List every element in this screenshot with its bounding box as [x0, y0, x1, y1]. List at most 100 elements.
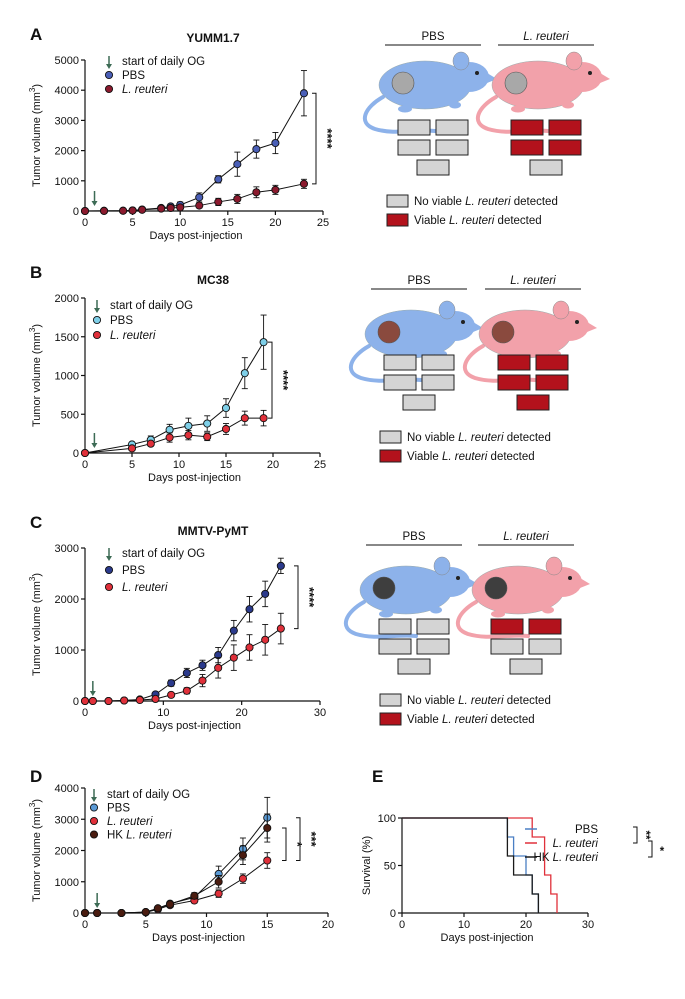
data-point-1 — [88, 696, 97, 706]
legend-start-label: start of daily OG — [107, 789, 190, 801]
legend-text-part: No viable — [407, 695, 458, 707]
mouse-eye — [461, 320, 465, 324]
cage-pbs-box — [378, 638, 412, 655]
legend-arrow-head — [91, 797, 97, 802]
y-tick-label: 2000 — [55, 146, 79, 158]
data-point-0 — [271, 138, 280, 148]
mouse-snout — [468, 578, 478, 588]
significance-bracket-a-label: **** — [320, 128, 335, 149]
legend-marker-1 — [92, 330, 102, 340]
cage-lr-box — [548, 119, 582, 136]
legend-text-part: Viable — [414, 215, 449, 227]
panel-letter-d: D — [30, 767, 42, 786]
data-point-1 — [104, 696, 113, 706]
cage-pbs-box — [397, 119, 431, 136]
cage-pbs-box — [397, 658, 431, 675]
y-tick-label: 50 — [384, 861, 396, 873]
y-tick-label: 4000 — [55, 85, 79, 97]
data-point-1 — [80, 696, 90, 706]
series-line-1 — [85, 860, 268, 914]
legend-marker-1 — [104, 84, 114, 94]
y-axis-label: Tumor volume (mm3) — [28, 324, 43, 427]
y-tick-label: 1000 — [55, 645, 79, 657]
legend-text-no-viable: No viable L. reuteri detected — [414, 196, 558, 208]
y-axis-label: Survival (%) — [361, 836, 373, 895]
data-point-1 — [203, 432, 212, 441]
y-axis-label-superscript: 3 — [28, 327, 37, 332]
legend-label-2: HK L. reuteri — [533, 852, 598, 864]
y-tick-label: 0 — [73, 696, 79, 708]
x-tick-label: 10 — [174, 217, 186, 229]
tumor — [372, 576, 396, 600]
legend-marker-0 — [92, 315, 102, 325]
data-point-0 — [198, 661, 207, 670]
tumor — [491, 320, 515, 344]
x-tick-label: 25 — [314, 459, 326, 471]
mouse-foot — [562, 101, 574, 109]
legend-box-grey — [386, 194, 409, 208]
legend-start-label: start of daily OG — [110, 300, 193, 312]
data-point-1 — [198, 676, 207, 685]
significance-bracket-a — [312, 92, 317, 185]
legend-text-viable: Viable L. reuteri detected — [407, 714, 535, 726]
data-point-1 — [165, 433, 174, 442]
data-point-2 — [93, 908, 102, 918]
legend-label-0: PBS — [122, 70, 145, 82]
data-point-1 — [182, 686, 191, 695]
panel-d: D 0 1000 2000 3000 4000 0 5 10 15 20 Days post-inj… — [28, 767, 334, 944]
tumor — [504, 71, 528, 95]
y-tick-label: 500 — [61, 409, 79, 421]
legend-text-part: Viable — [407, 714, 442, 726]
legend-label-0: PBS — [110, 315, 133, 327]
cage-pbs-box — [416, 618, 450, 635]
cage-pbs-box — [416, 159, 450, 176]
data-point-0 — [165, 425, 174, 434]
legend-label-species: L. reuteri — [553, 852, 599, 864]
data-point-0 — [261, 589, 270, 598]
mouse-ear — [452, 51, 470, 71]
legend-label-hk: HK — [533, 852, 552, 864]
data-point-2 — [238, 851, 247, 860]
mouse-eye — [456, 576, 460, 580]
legend-text-part: detected — [494, 215, 541, 227]
x-tick-label: 20 — [520, 919, 532, 931]
panel-letter-c: C — [30, 513, 42, 532]
data-point-1 — [127, 444, 137, 453]
cage-lr-box — [535, 374, 569, 391]
legend-label-0: PBS — [107, 803, 130, 815]
mouse-pbs — [362, 51, 497, 134]
data-point-0 — [167, 679, 176, 688]
y-axis-label: Tumor volume (mm3) — [28, 799, 43, 902]
mouse-foot — [542, 606, 554, 614]
significance-bracket-e-b-label: * — [660, 846, 665, 858]
x-axis-label: Days post-injection — [152, 932, 245, 944]
legend-text-no-viable: No viable L. reuteri detected — [407, 695, 551, 707]
panel-b-title: MC38 — [197, 273, 229, 287]
chart-b: 0 500 1000 1500 2000 0 5 10 15 20 25 Days post-inje… — [28, 293, 326, 484]
y-axis-label-superscript: 3 — [28, 87, 37, 92]
legend-text-part: detected — [504, 432, 551, 444]
cage-lr-box — [529, 159, 563, 176]
data-point-0 — [229, 626, 238, 635]
y-axis-label: Tumor volume (mm3) — [28, 84, 43, 187]
x-tick-label: 25 — [317, 217, 329, 229]
mouse-snout — [473, 322, 483, 332]
significance-bracket-e-a — [633, 826, 638, 844]
data-point-0 — [203, 419, 212, 428]
panel-c: C MMTV-PyMT 0 1000 2000 3000 0 10 20 30 Days pos… — [28, 513, 326, 732]
data-point-1 — [238, 874, 247, 883]
data-point-1 — [263, 856, 272, 865]
cage-pbs-box — [435, 119, 469, 136]
mouse-foot — [449, 101, 461, 109]
legend-box-grey — [379, 430, 402, 444]
legend-label-species: L. reuteri — [126, 830, 172, 842]
x-axis-label: Days post-injection — [441, 932, 534, 944]
significance-bracket-b-label: **** — [276, 370, 291, 391]
y-tick-label: 100 — [378, 813, 396, 825]
data-point-1 — [80, 448, 90, 458]
x-axis-label: Days post-injection — [148, 472, 241, 484]
data-point-1 — [195, 201, 204, 210]
x-axis-label: Days post-injection — [148, 720, 241, 732]
significance-bracket-d-outer — [296, 817, 301, 861]
